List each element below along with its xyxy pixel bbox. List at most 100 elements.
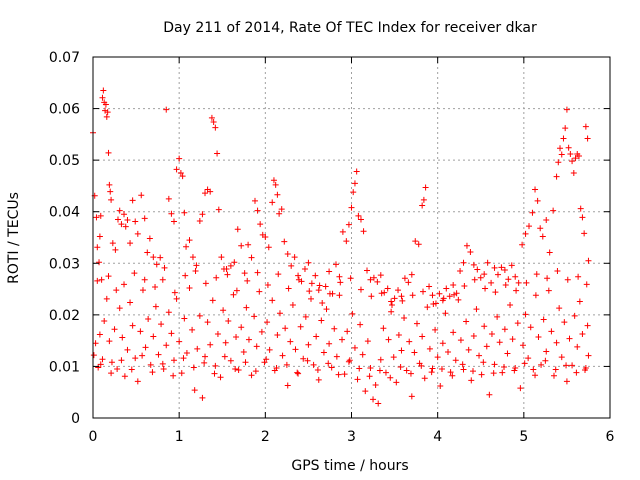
- data-point: [348, 204, 355, 211]
- data-point: [525, 355, 532, 362]
- data-point: [440, 295, 447, 302]
- data-point: [313, 333, 320, 340]
- data-point: [204, 319, 211, 326]
- data-point: [124, 216, 131, 223]
- data-point: [438, 366, 445, 373]
- data-point: [168, 330, 175, 337]
- data-point: [360, 228, 367, 235]
- data-point: [569, 362, 576, 369]
- data-point: [139, 287, 146, 294]
- data-point: [227, 357, 234, 364]
- data-point: [351, 344, 358, 351]
- data-point: [566, 335, 573, 342]
- data-point: [107, 188, 114, 195]
- data-point: [274, 331, 281, 338]
- x-tick-label: 0: [89, 429, 98, 445]
- data-point: [261, 359, 268, 366]
- data-point: [233, 334, 240, 341]
- data-point: [376, 367, 383, 374]
- data-point: [538, 361, 545, 368]
- data-point: [183, 243, 190, 250]
- data-point: [341, 371, 348, 378]
- data-point: [575, 273, 582, 280]
- data-point: [134, 230, 141, 237]
- data-point: [212, 362, 219, 369]
- data-point: [490, 370, 497, 377]
- data-point: [98, 276, 105, 283]
- data-point: [289, 302, 296, 309]
- data-point: [294, 369, 301, 376]
- data-point: [152, 284, 159, 291]
- data-point: [460, 259, 467, 266]
- data-point: [486, 391, 493, 398]
- data-point: [233, 287, 240, 294]
- y-tick-label: 0: [71, 411, 80, 427]
- data-point: [529, 209, 536, 216]
- x-axis-label: GPS time / hours: [291, 458, 408, 474]
- data-point: [558, 151, 565, 158]
- data-point: [102, 101, 109, 108]
- data-point: [362, 388, 369, 395]
- data-point: [561, 319, 568, 326]
- data-point: [300, 355, 307, 362]
- data-point: [401, 275, 408, 282]
- data-point: [161, 264, 168, 271]
- data-point: [415, 241, 422, 248]
- data-point: [432, 326, 439, 333]
- data-point: [388, 308, 395, 315]
- data-point: [279, 352, 286, 359]
- data-point: [295, 276, 302, 283]
- data-point: [323, 306, 330, 313]
- data-point: [116, 207, 123, 214]
- data-point: [163, 342, 170, 349]
- data-point: [451, 291, 458, 298]
- data-point: [384, 285, 391, 292]
- data-point: [227, 262, 234, 269]
- data-point: [253, 343, 260, 350]
- data-point: [420, 288, 427, 295]
- data-point: [501, 326, 508, 333]
- data-point: [508, 262, 515, 269]
- grid-lines: [93, 57, 610, 418]
- data-point: [193, 262, 200, 269]
- data-point: [103, 113, 110, 120]
- data-point: [192, 268, 199, 275]
- data-point: [150, 333, 157, 340]
- data-point: [118, 357, 125, 364]
- data-point: [429, 292, 436, 299]
- data-point: [207, 188, 214, 195]
- data-point: [282, 325, 289, 332]
- data-point: [375, 400, 382, 407]
- data-point: [251, 197, 258, 204]
- data-point: [137, 328, 144, 335]
- data-point: [146, 235, 153, 242]
- data-point: [291, 254, 298, 261]
- data-point: [132, 355, 139, 362]
- data-point: [532, 186, 539, 193]
- data-point: [264, 319, 271, 326]
- data-point: [181, 315, 188, 322]
- data-point: [351, 180, 358, 187]
- data-point: [208, 114, 215, 121]
- data-point: [186, 237, 193, 244]
- data-point: [312, 272, 319, 279]
- data-point: [548, 328, 555, 335]
- data-point: [381, 289, 388, 296]
- y-tick-label: 0.05: [49, 153, 80, 169]
- data-point: [467, 248, 474, 255]
- data-point: [114, 366, 121, 373]
- data-point: [574, 343, 581, 350]
- data-point: [482, 285, 489, 292]
- data-point: [235, 367, 242, 374]
- data-point: [248, 254, 255, 261]
- data-point: [326, 340, 333, 347]
- data-point: [264, 281, 271, 288]
- data-point: [96, 259, 103, 266]
- data-point: [481, 323, 488, 330]
- data-point: [483, 343, 490, 350]
- data-point: [563, 362, 570, 369]
- data-point: [170, 218, 177, 225]
- data-point: [214, 330, 221, 337]
- data-point: [170, 357, 177, 364]
- data-point: [519, 241, 526, 248]
